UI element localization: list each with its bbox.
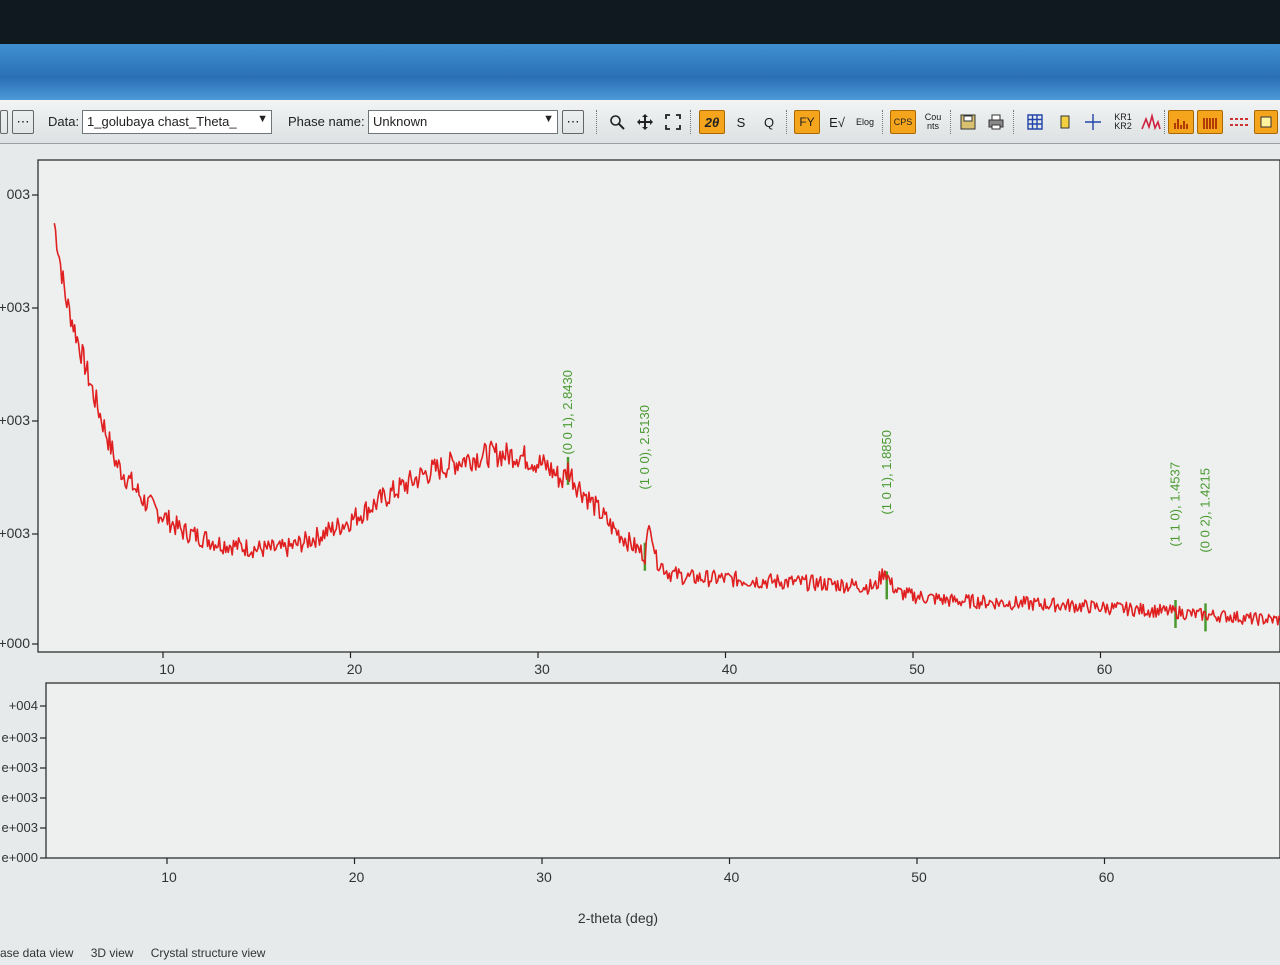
window-titlebar [0,44,1280,100]
phase-dots-icon[interactable]: ⋯ [562,110,584,134]
legend-icon[interactable] [1254,110,1278,134]
chevron-down-icon: ▼ [257,113,268,125]
data-select[interactable]: 1_golubaya chast_Theta_ ▼ [82,110,272,134]
print-icon[interactable] [985,110,1007,134]
marker-icon[interactable] [1054,110,1076,134]
data-select-value: 1_golubaya chast_Theta_ [87,114,237,129]
x-axis-label: 2-theta (deg) [578,910,658,926]
cross-icon[interactable] [1082,110,1104,134]
cps-button[interactable]: CPS [890,110,916,134]
y-tick-label: e+003 [1,730,38,745]
bars2-icon[interactable] [1197,110,1223,134]
x-tick-label: 10 [159,661,175,677]
y-tick-label: 003 [7,186,31,202]
fit-icon[interactable] [662,110,684,134]
x-tick-label: 40 [724,869,740,885]
ey-button[interactable]: E√ [829,114,845,130]
grid-icon[interactable] [1024,110,1046,134]
y-tick-label: e+003 [1,760,38,775]
phase-name-select[interactable]: Unknown ▼ [368,110,558,134]
bars-icon[interactable] [1168,110,1194,134]
view-tabs: ase data view 3D view Crystal structure … [0,946,279,960]
x-tick-label: 50 [909,661,925,677]
x-tick-label: 30 [534,661,550,677]
tab-3d-view[interactable]: 3D view [90,946,134,960]
y-tick-label: e+000 [1,850,38,865]
toolbar: ⋯ Data: 1_golubaya chast_Theta_ ▼ Phase … [0,100,1280,144]
x-tick-label: 60 [1097,661,1113,677]
two-theta-button[interactable]: 2θ [699,110,725,134]
diffraction-plot[interactable]: 10 20 30 40 50 60 003 +003 +003 +003 +000 10 20 30 40… [0,144,1280,960]
peak-label: (1 0 1), 1.8850 [879,430,894,515]
phase-name-value: Unknown [373,114,428,129]
s-button[interactable]: S [736,114,746,130]
dots-icon[interactable]: ⋯ [12,110,34,134]
bottom-plot-frame [45,682,1280,859]
kalpha-button[interactable]: KR1 KR2 [1114,112,1132,131]
y-tick-label: +003 [0,299,30,315]
toolbar-separator [1164,110,1166,134]
zoom-icon[interactable] [606,110,628,134]
peak-label: (0 0 1), 2.8430 [560,370,575,455]
q-button[interactable]: Q [763,114,775,130]
fy-button[interactable]: FY [794,110,820,134]
y-tick-label: e+003 [1,790,38,805]
peak-label: (1 1 0), 1.4537 [1168,462,1183,547]
y-tick-label: +004 [9,698,38,713]
x-tick-label: 50 [911,869,927,885]
toolbar-separator [690,110,692,134]
toolbar-separator [950,110,952,134]
save-icon[interactable] [957,110,979,134]
counts-button[interactable]: Cou nts [924,112,942,131]
tab-phase-data-view[interactable]: ase data view [0,946,74,960]
diffraction-pattern-line [53,223,1280,627]
y-tick-label: e+003 [1,820,38,835]
toolbar-separator [786,110,788,134]
edge-button[interactable] [0,110,8,134]
x-tick-label: 20 [347,661,363,677]
x-tick-label: 60 [1099,869,1115,885]
x-tick-label: 20 [349,869,365,885]
log-button[interactable]: Elog [855,116,874,127]
x-tick-label: 10 [161,869,177,885]
monitor-bezel [0,0,1280,44]
data-label: Data: [48,114,80,129]
peak-label: (1 0 0), 2.5130 [637,405,652,490]
chevron-down-icon: ▼ [543,113,554,125]
phase-name-label: Phase name: [288,114,365,129]
pan-icon[interactable] [634,110,656,134]
top-plot-frame [37,159,1280,653]
y-tick-label: +003 [0,525,30,541]
y-tick-label: +003 [0,412,30,428]
x-tick-label: 30 [536,869,552,885]
x-tick-label: 40 [722,661,738,677]
dash-icon[interactable] [1226,110,1252,134]
plot-area: 10 20 30 40 50 60 003 +003 +003 +003 +000 10 20 30 40… [0,144,1280,960]
toolbar-separator [596,110,598,134]
peak-label: (0 0 2), 1.4215 [1198,468,1213,553]
toolbar-separator [882,110,884,134]
toolbar-separator [1013,110,1015,134]
peaks-icon[interactable] [1140,110,1162,134]
tab-crystal-structure-view[interactable]: Crystal structure view [150,946,266,960]
y-tick-label: +000 [0,635,30,651]
